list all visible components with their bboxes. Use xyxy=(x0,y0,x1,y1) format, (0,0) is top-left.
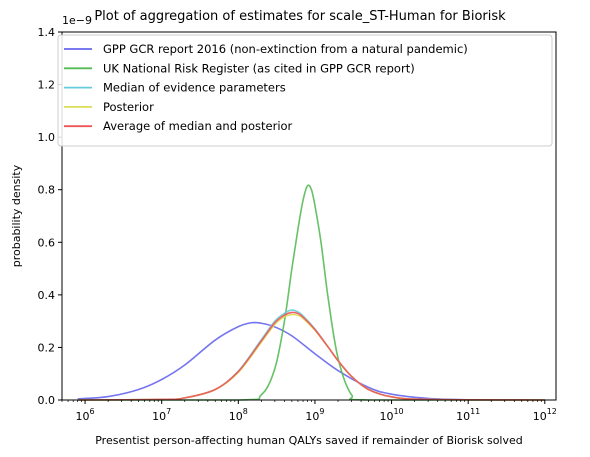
x-tick-label: 108 xyxy=(229,407,248,423)
legend: GPP GCR report 2016 (non-extinction from… xyxy=(57,34,553,147)
legend-box xyxy=(57,34,553,147)
x-tick-label: 106 xyxy=(76,407,95,423)
x-tick-label: 1010 xyxy=(379,407,403,423)
y-tick-label: 0.4 xyxy=(38,289,56,302)
y-axis-label: probability density xyxy=(10,164,23,267)
y-tick-label: 1.2 xyxy=(38,79,56,92)
x-tick-label: 109 xyxy=(305,407,324,423)
series-group xyxy=(77,184,545,401)
series-line-4 xyxy=(77,313,545,401)
chart-title: Plot of aggregation of estimates for sca… xyxy=(94,9,506,24)
legend-label-4: Posterior xyxy=(103,100,154,114)
x-tick-label: 1011 xyxy=(456,407,480,423)
legend-label-2: UK National Risk Register (as cited in G… xyxy=(103,61,415,75)
legend-label-5: Average of median and posterior xyxy=(103,119,293,133)
legend-label-1: GPP GCR report 2016 (non-extinction from… xyxy=(103,42,468,56)
y-offset-text: 1e−9 xyxy=(62,14,92,27)
plot-frame xyxy=(61,31,557,401)
series-line-1 xyxy=(77,321,545,401)
y-tick-label: 0.0 xyxy=(38,394,56,407)
x-tick-label: 1012 xyxy=(533,407,557,423)
series-line-5 xyxy=(77,311,545,401)
y-tick-label: 0.6 xyxy=(38,236,56,249)
legend-label-3: Median of evidence parameters xyxy=(103,81,286,95)
series-line-2 xyxy=(77,184,545,401)
ticks-group: 0.0 0.2 0.4 0.6 0.8 1.0 1.2 1.4 106 107 108 109 1010… xyxy=(38,26,557,423)
y-tick-label: 1.4 xyxy=(38,26,56,39)
y-tick-label: 0.2 xyxy=(38,341,56,354)
x-tick-label: 107 xyxy=(152,407,171,423)
x-axis-label: Presentist person-affecting human QALYs … xyxy=(95,434,523,447)
y-tick-label: 1.0 xyxy=(38,131,56,144)
y-tick-label: 0.8 xyxy=(38,184,56,197)
